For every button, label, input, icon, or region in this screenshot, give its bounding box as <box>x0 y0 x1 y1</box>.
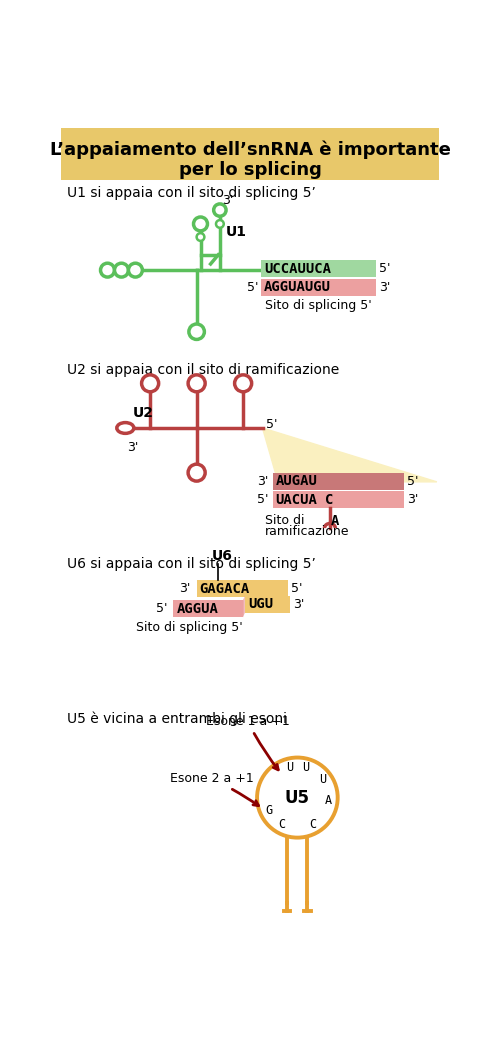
Text: U: U <box>302 762 309 775</box>
Text: 3': 3' <box>180 582 191 596</box>
Text: UACUA: UACUA <box>276 493 318 506</box>
FancyBboxPatch shape <box>273 492 405 508</box>
Text: Sito di splicing 5': Sito di splicing 5' <box>136 621 242 634</box>
Text: C: C <box>325 493 334 506</box>
Text: 3': 3' <box>127 442 138 454</box>
Text: ramificazione: ramificazione <box>265 525 349 538</box>
Text: per lo splicing: per lo splicing <box>179 161 322 179</box>
Text: 3': 3' <box>379 281 390 294</box>
FancyBboxPatch shape <box>273 472 405 489</box>
Text: A: A <box>330 514 339 528</box>
FancyBboxPatch shape <box>61 128 439 180</box>
FancyBboxPatch shape <box>261 279 376 296</box>
Text: U1: U1 <box>226 225 247 238</box>
Text: U5 è vicina a entrambi gli esoni: U5 è vicina a entrambi gli esoni <box>67 712 287 726</box>
Text: U5: U5 <box>285 788 310 807</box>
Text: AGGUAUGU: AGGUAUGU <box>264 280 331 294</box>
Text: U: U <box>286 762 293 775</box>
Text: U6 si appaia con il sito di splicing 5’: U6 si appaia con il sito di splicing 5’ <box>67 558 316 571</box>
Text: 5': 5' <box>247 281 259 294</box>
Text: 3': 3' <box>293 598 304 611</box>
Text: GAGACA: GAGACA <box>200 582 250 596</box>
Text: A: A <box>325 794 332 807</box>
FancyBboxPatch shape <box>261 260 376 277</box>
Circle shape <box>194 217 207 231</box>
Text: Esone 1 a +1: Esone 1 a +1 <box>206 715 290 770</box>
Text: 5': 5' <box>379 262 390 276</box>
Text: U2: U2 <box>133 405 154 419</box>
Circle shape <box>216 220 224 228</box>
Text: G: G <box>266 804 273 817</box>
Text: Sito di: Sito di <box>265 514 305 528</box>
Text: 5': 5' <box>257 493 268 506</box>
Text: UGU: UGU <box>248 597 273 612</box>
Text: U2 si appaia con il sito di ramificazione: U2 si appaia con il sito di ramificazion… <box>67 363 340 377</box>
Text: 5': 5' <box>266 418 278 431</box>
Text: U6: U6 <box>212 549 233 564</box>
Circle shape <box>142 375 159 392</box>
Text: U1 si appaia con il sito di splicing 5’: U1 si appaia con il sito di splicing 5’ <box>67 186 316 200</box>
Text: UCCAUUCA: UCCAUUCA <box>264 262 331 276</box>
Text: U: U <box>319 774 326 786</box>
Circle shape <box>128 263 142 277</box>
Text: 3': 3' <box>407 493 419 506</box>
Text: AUGAU: AUGAU <box>276 475 318 488</box>
Text: 3': 3' <box>257 475 268 487</box>
Circle shape <box>257 758 338 837</box>
Circle shape <box>189 325 204 339</box>
Text: C: C <box>278 818 285 831</box>
Circle shape <box>214 204 226 216</box>
Circle shape <box>235 375 252 392</box>
FancyBboxPatch shape <box>173 600 243 617</box>
Text: 5': 5' <box>291 582 303 596</box>
Circle shape <box>115 263 128 277</box>
Circle shape <box>188 464 205 481</box>
Circle shape <box>188 375 205 392</box>
FancyBboxPatch shape <box>197 581 288 597</box>
Circle shape <box>101 263 115 277</box>
Circle shape <box>197 233 204 240</box>
Ellipse shape <box>117 422 134 433</box>
Polygon shape <box>263 428 437 482</box>
Text: AGGUA: AGGUA <box>177 602 218 616</box>
FancyBboxPatch shape <box>244 596 289 613</box>
Text: 5': 5' <box>156 602 168 615</box>
Polygon shape <box>243 596 244 617</box>
Text: 5': 5' <box>407 475 419 487</box>
Text: C: C <box>309 818 316 831</box>
Text: 3': 3' <box>222 195 234 207</box>
Text: Esone 2 a +1: Esone 2 a +1 <box>169 772 259 805</box>
Text: Sito di splicing 5': Sito di splicing 5' <box>265 299 372 313</box>
Text: L’appaiamento dell’snRNA è importante: L’appaiamento dell’snRNA è importante <box>50 140 450 160</box>
